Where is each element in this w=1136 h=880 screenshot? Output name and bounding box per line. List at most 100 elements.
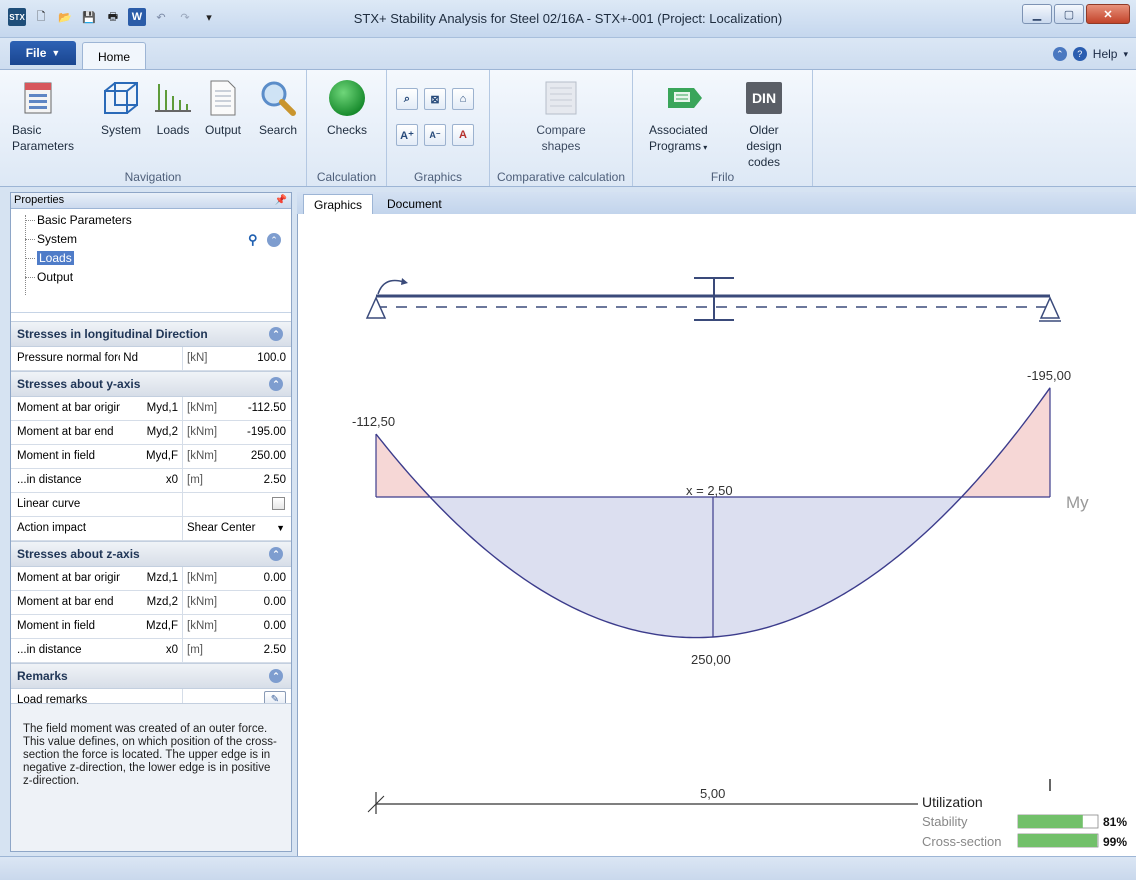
moment-type-label: My bbox=[1066, 493, 1089, 512]
search-label: Search bbox=[258, 123, 298, 137]
help-icon[interactable]: ? bbox=[1072, 47, 1087, 61]
tree-connector bbox=[25, 215, 26, 295]
close-button[interactable]: ✕ bbox=[1086, 4, 1130, 24]
table-row[interactable]: Moment in field Mzd,F [kNm] 0.00 bbox=[11, 615, 291, 639]
system-button[interactable]: System bbox=[96, 78, 146, 138]
tab-document[interactable]: Document bbox=[387, 197, 442, 211]
app-logo-icon[interactable]: STX bbox=[8, 8, 26, 26]
compare-shapes-icon bbox=[545, 81, 577, 115]
loads-label: Loads bbox=[156, 123, 190, 137]
system-label: System bbox=[100, 123, 141, 137]
system-icon bbox=[104, 82, 138, 114]
search-button[interactable]: Search bbox=[252, 78, 304, 138]
font-increase-icon[interactable]: A⁺ bbox=[396, 124, 418, 146]
zoom-extents-icon[interactable]: ⊠ bbox=[424, 88, 446, 110]
tree-item-basic-parameters[interactable]: Basic Parameters bbox=[25, 211, 291, 230]
file-tab-label: File bbox=[25, 46, 47, 60]
collapse-icon[interactable]: ⌃ bbox=[269, 327, 283, 341]
table-row[interactable]: ...in distance x0 [m] 2.50 bbox=[11, 639, 291, 663]
chevron-down-icon[interactable]: ▼ bbox=[276, 523, 285, 533]
action-impact-select[interactable]: Shear Center ▼ bbox=[182, 517, 291, 540]
graphics-group: ⌕ ⊠ ⌂ A⁺ A⁻ A Graphics bbox=[387, 70, 490, 186]
properties-header: Properties 📌 bbox=[11, 193, 291, 209]
beam-system bbox=[365, 277, 1061, 322]
window-controls: ▁ ▢ ✕ bbox=[1022, 4, 1130, 24]
section-y-axis[interactable]: Stresses about y-axis ⌃ bbox=[11, 371, 291, 397]
undo-icon[interactable]: ↶ bbox=[156, 11, 166, 24]
utilization-panel: Utilization Stability Cross-section 81% … bbox=[922, 794, 1127, 849]
tree-item-loads[interactable]: Loads bbox=[25, 249, 291, 268]
frilo-group-label: Frilo bbox=[710, 170, 735, 184]
older-design-codes-button[interactable]: DIN Older design codes bbox=[725, 78, 803, 170]
chevron-down-icon: ▾ bbox=[701, 143, 708, 152]
word-export-icon[interactable]: W bbox=[128, 8, 146, 26]
utilization-title: Utilization bbox=[922, 794, 983, 810]
pressure-normal-force-value[interactable]: 100.0 bbox=[257, 352, 286, 364]
new-file-icon[interactable]: 🗋 bbox=[36, 10, 46, 23]
maximize-button[interactable]: ▢ bbox=[1054, 4, 1084, 24]
linear-curve-checkbox[interactable] bbox=[272, 497, 285, 510]
section-longitudinal[interactable]: Stresses in longitudinal Direction ⌃ bbox=[11, 321, 291, 347]
tree-tools: ⚲ ⌃ bbox=[248, 233, 281, 247]
redo-icon[interactable]: ↷ bbox=[180, 11, 190, 24]
comparative-group-label: Comparative calculation bbox=[496, 170, 626, 184]
help-menu[interactable]: Help bbox=[1092, 47, 1118, 61]
table-row[interactable]: Linear curve bbox=[11, 493, 291, 517]
search-icon[interactable]: ⚲ bbox=[248, 232, 258, 247]
chevron-down-icon[interactable]: ▾ bbox=[1123, 48, 1128, 59]
table-row[interactable]: Moment at bar origin Mzd,1 [kNm] 0.00 bbox=[11, 567, 291, 591]
help-description: The field moment was created of an outer… bbox=[11, 703, 291, 851]
graphics-canvas[interactable]: -112,50 -195,00 x = 2,50 250,00 My 5,00 … bbox=[297, 214, 1136, 856]
output-icon bbox=[210, 80, 236, 116]
section-remarks[interactable]: Remarks ⌃ bbox=[11, 663, 291, 689]
search-icon bbox=[261, 81, 296, 116]
stability-bar-fill bbox=[1018, 815, 1083, 828]
home-view-icon[interactable]: ⌂ bbox=[452, 88, 474, 110]
checks-button[interactable]: Checks bbox=[315, 78, 379, 138]
pin-icon[interactable]: 📌 bbox=[274, 195, 287, 206]
table-row[interactable]: Moment at bar origin Myd,1 [kNm] -112.50 bbox=[11, 397, 291, 421]
table-row[interactable]: Pressure normal force Nd [kN] 100.0 bbox=[11, 347, 291, 371]
loads-button[interactable]: Loads bbox=[150, 78, 196, 138]
print-icon[interactable]: 🖶 bbox=[107, 10, 119, 23]
status-bar bbox=[0, 856, 1136, 880]
associated-programs-icon bbox=[668, 88, 702, 108]
table-row[interactable]: Moment in field Myd,F [kNm] 250.00 bbox=[11, 445, 291, 469]
ribbon: Basic Parameters System Loads Output Sea… bbox=[0, 69, 1136, 187]
open-folder-icon[interactable]: 📂 bbox=[58, 11, 72, 24]
compare-shapes-label: Compare shapes bbox=[536, 123, 586, 153]
customize-toolbar-icon[interactable]: ▾ bbox=[206, 11, 212, 24]
collapse-icon[interactable]: ⌃ bbox=[267, 233, 281, 247]
font-settings-icon[interactable]: A bbox=[452, 124, 474, 146]
table-row[interactable]: Moment at bar end Myd,2 [kNm] -195.00 bbox=[11, 421, 291, 445]
moment-curve-group bbox=[375, 387, 1051, 639]
navigation-tree: Basic Parameters System Loads Output ⚲ ⌃ bbox=[11, 209, 291, 313]
font-decrease-icon[interactable]: A⁻ bbox=[424, 124, 446, 146]
basic-parameters-button[interactable]: Basic Parameters bbox=[6, 78, 74, 154]
tree-item-output[interactable]: Output bbox=[25, 268, 291, 287]
tab-graphics[interactable]: Graphics bbox=[303, 194, 374, 214]
table-row[interactable]: Action impact Shear Center ▼ bbox=[11, 517, 291, 541]
section-z-axis[interactable]: Stresses about z-axis ⌃ bbox=[11, 541, 291, 567]
negative-moment-area bbox=[376, 434, 434, 497]
frilo-group: Associated Programs ▾ DIN Older design c… bbox=[633, 70, 813, 186]
associated-programs-button[interactable]: Associated Programs ▾ bbox=[643, 78, 725, 156]
din-icon: DIN bbox=[746, 82, 782, 114]
collapse-icon[interactable]: ⌃ bbox=[269, 669, 283, 683]
home-tab[interactable]: Home bbox=[82, 42, 146, 70]
zoom-icon[interactable]: ⌕ bbox=[396, 88, 418, 110]
table-row[interactable]: Moment at bar end Mzd,2 [kNm] 0.00 bbox=[11, 591, 291, 615]
span-length-label: 5,00 bbox=[700, 786, 725, 801]
table-row[interactable]: ...in distance x0 [m] 2.50 bbox=[11, 469, 291, 493]
left-support-icon bbox=[365, 296, 387, 319]
file-tab[interactable]: File ▼ bbox=[10, 41, 76, 65]
save-icon[interactable]: 💾 bbox=[82, 11, 96, 24]
minimize-button[interactable]: ▁ bbox=[1022, 4, 1052, 24]
tree-item-system[interactable]: System bbox=[25, 230, 291, 249]
calculation-group-label: Calculation bbox=[316, 170, 377, 184]
collapse-icon[interactable]: ⌃ bbox=[269, 377, 283, 391]
output-button[interactable]: Output bbox=[198, 78, 248, 138]
compare-shapes-button[interactable]: Compare shapes bbox=[520, 78, 602, 154]
collapse-icon[interactable]: ⌃ bbox=[269, 547, 283, 561]
collapse-ribbon-icon[interactable]: ⌃ bbox=[1052, 47, 1067, 61]
